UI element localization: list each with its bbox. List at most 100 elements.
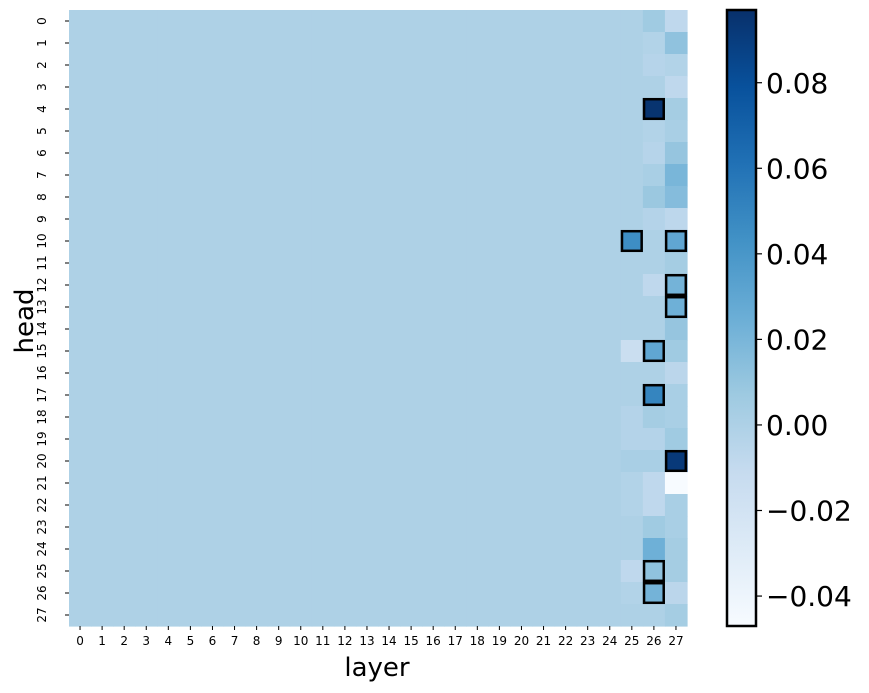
heatmap-cell	[620, 76, 644, 99]
heatmap-cell	[289, 538, 313, 561]
heatmap-cell	[554, 428, 578, 451]
heatmap-cell	[642, 494, 666, 517]
heatmap-cell	[664, 604, 688, 627]
heatmap-cell	[223, 516, 247, 539]
colorbar-ticks: 0.08 0.06 0.04 0.02 0.00 −0.02 −0.04	[756, 67, 852, 613]
heatmap-cell	[135, 10, 158, 33]
heatmap-cell	[620, 164, 644, 187]
heatmap-cell	[355, 230, 379, 253]
heatmap-cell	[245, 32, 269, 55]
heatmap-cell	[289, 406, 313, 429]
heatmap-cell	[444, 340, 467, 363]
heatmap-cell	[289, 120, 313, 143]
heatmap-cell	[245, 252, 269, 275]
heatmap-cell	[245, 164, 269, 187]
heatmap-cell	[510, 10, 534, 33]
heatmap-cell	[333, 98, 357, 121]
heatmap-cell	[135, 318, 158, 341]
heatmap-cell	[311, 76, 335, 99]
heatmap-cell	[91, 450, 114, 473]
heatmap-cell	[157, 582, 180, 605]
heatmap-cell	[91, 494, 114, 517]
heatmap-cell	[422, 406, 445, 429]
heatmap-cell	[576, 76, 600, 99]
heatmap-cell	[355, 208, 379, 231]
heatmap-cell	[267, 120, 291, 143]
heatmap-cell	[69, 186, 92, 209]
heatmap-cell	[378, 252, 401, 275]
heatmap-cell	[311, 186, 335, 209]
heatmap-cell	[245, 142, 269, 165]
heatmap-cell	[664, 32, 688, 55]
heatmap-cell	[378, 54, 401, 77]
heatmap-cell	[598, 142, 622, 165]
heatmap-cell	[642, 208, 666, 231]
heatmap-cell	[333, 472, 357, 495]
heatmap-cell	[179, 230, 203, 253]
heatmap-cell	[91, 10, 114, 33]
x-tick-label: 16	[426, 634, 441, 648]
heatmap-cell	[113, 538, 136, 561]
heatmap-cell	[113, 494, 136, 517]
heatmap-cell	[532, 582, 556, 605]
heatmap-cell	[488, 10, 512, 33]
heatmap-cell	[267, 582, 291, 605]
heatmap-cell	[642, 10, 666, 33]
heatmap-cell	[201, 164, 225, 187]
heatmap-cell	[466, 494, 489, 517]
heatmap-cell	[620, 252, 644, 275]
heatmap-cell	[289, 32, 313, 55]
heatmap-cell	[598, 450, 622, 473]
heatmap-cell	[157, 142, 180, 165]
heatmap-cell	[378, 230, 401, 253]
heatmap-cell	[333, 318, 357, 341]
heatmap-cell	[355, 142, 379, 165]
heatmap-cell	[510, 142, 534, 165]
heatmap-cell	[289, 164, 313, 187]
heatmap-cell	[267, 472, 291, 495]
heatmap-cell	[488, 186, 512, 209]
heatmap-cell	[620, 450, 644, 473]
heatmap-cell	[620, 560, 644, 583]
heatmap-cell	[113, 406, 136, 429]
heatmap-cell	[422, 274, 445, 297]
heatmap-cell	[333, 76, 357, 99]
heatmap-cell	[69, 164, 92, 187]
x-tick-label: 8	[253, 634, 261, 648]
heatmap-cell	[69, 10, 92, 33]
y-tick-label: 10	[35, 233, 49, 248]
heatmap-cell	[135, 538, 158, 561]
heatmap-cell	[201, 604, 225, 627]
heatmap-cell	[378, 560, 401, 583]
heatmap-cell	[135, 54, 158, 77]
heatmap-cell	[400, 120, 423, 143]
heatmap-cell	[532, 538, 556, 561]
heatmap-cell	[91, 186, 114, 209]
heatmap-cell	[488, 340, 512, 363]
heatmap-cell	[422, 296, 445, 319]
heatmap-cell	[554, 582, 578, 605]
heatmap-cell	[91, 472, 114, 495]
y-tick-label: 25	[35, 563, 49, 578]
heatmap-cell	[576, 186, 600, 209]
heatmap-cell	[488, 560, 512, 583]
heatmap-cell	[113, 164, 136, 187]
heatmap-cell	[444, 120, 467, 143]
heatmap-cell	[135, 406, 158, 429]
heatmap-cell	[400, 274, 423, 297]
heatmap-cell	[444, 582, 467, 605]
heatmap-cell	[444, 296, 467, 319]
heatmap-cell	[422, 604, 445, 627]
heatmap-cell	[532, 32, 556, 55]
heatmap-cell	[355, 296, 379, 319]
heatmap-cell	[179, 472, 203, 495]
heatmap-cell	[69, 384, 92, 407]
heatmap-cell	[289, 208, 313, 231]
heatmap-cell	[598, 164, 622, 187]
heatmap-cell	[510, 164, 534, 187]
heatmap-cell	[576, 560, 600, 583]
heatmap-cell	[422, 318, 445, 341]
heatmap-cell	[267, 428, 291, 451]
heatmap-cell	[245, 54, 269, 77]
